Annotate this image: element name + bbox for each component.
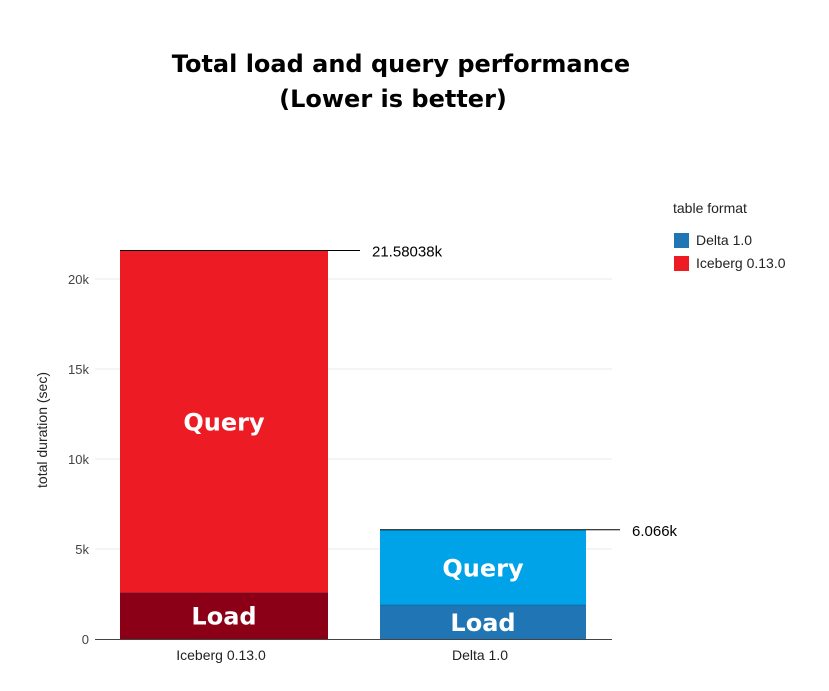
bars: Load Query 21.58038k Load Query 6.066k [120, 244, 678, 639]
bar-load-0[interactable] [120, 592, 328, 639]
segment-label-query: Query [183, 408, 265, 436]
y-tick-label: 0 [82, 632, 89, 647]
segment-label-query: Query [442, 554, 524, 582]
x-tick-label: Delta 1.0 [452, 647, 508, 663]
legend-swatch-delta [674, 233, 689, 248]
legend-item-delta[interactable]: Delta 1.0 [696, 232, 752, 248]
bar-query-1[interactable] [380, 529, 586, 605]
chart-title-line-1: Total load and query performance [172, 50, 630, 78]
legend-swatch-iceberg [674, 256, 689, 271]
total-value-label: 6.066k [632, 523, 678, 540]
legend: table format Delta 1.0 Iceberg 0.13.0 [673, 200, 786, 271]
bar-query-0[interactable] [120, 250, 328, 593]
legend-item-iceberg[interactable]: Iceberg 0.13.0 [696, 255, 786, 271]
axes: 0 5k 10k 15k 20k Iceberg 0.13.0 Delta 1.0 [68, 272, 612, 663]
y-tick-label: 15k [68, 362, 89, 377]
segment-label-load: Load [191, 603, 256, 631]
segment-label-load: Load [450, 609, 515, 637]
bar-load-1[interactable] [380, 604, 586, 639]
y-axis-label: total duration (sec) [34, 372, 50, 488]
y-tick-label: 10k [68, 452, 89, 467]
x-tick-label: Iceberg 0.13.0 [176, 647, 266, 663]
y-tick-label: 5k [75, 542, 89, 557]
total-value-label: 21.58038k [372, 244, 443, 261]
y-tick-label: 20k [68, 272, 89, 287]
legend-title: table format [673, 200, 747, 216]
chart-title-line-2: (Lower is better) [279, 85, 507, 113]
